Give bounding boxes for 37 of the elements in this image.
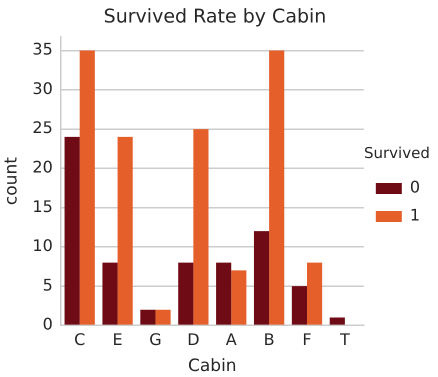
- legend-title: Survived: [364, 144, 430, 162]
- y-tick-label: 10: [32, 236, 53, 256]
- x-tick-label: T: [338, 330, 350, 350]
- bar: [178, 262, 194, 325]
- bar: [102, 262, 118, 325]
- x-tick-label: D: [187, 330, 200, 350]
- bar: [269, 50, 284, 325]
- chart-title: Survived Rate by Cabin: [104, 5, 326, 28]
- x-axis-title: Cabin: [188, 356, 237, 376]
- y-axis-title: count: [2, 156, 22, 206]
- bar: [80, 50, 95, 325]
- bar: [231, 270, 246, 325]
- bar: [193, 129, 208, 325]
- x-tick-label: G: [149, 330, 162, 350]
- y-tick-label: 30: [32, 78, 53, 98]
- x-tick-label: A: [226, 330, 237, 350]
- y-tick-label: 25: [32, 118, 53, 138]
- bar: [292, 286, 307, 325]
- bar: [140, 310, 156, 325]
- bar: [64, 136, 80, 325]
- x-tick-label: C: [74, 330, 86, 350]
- bar: [254, 231, 270, 325]
- bar: [306, 262, 322, 325]
- legend-label: 0: [410, 178, 420, 197]
- bar: [216, 262, 232, 325]
- bar: [118, 136, 133, 325]
- y-tick-label: 20: [32, 157, 53, 176]
- bar: [330, 318, 345, 325]
- y-tick-label: 5: [42, 275, 53, 294]
- y-tick-label: 35: [32, 40, 53, 59]
- x-tick-label: F: [302, 330, 312, 350]
- y-tick-label: 15: [32, 196, 53, 216]
- bar: [155, 310, 171, 325]
- y-tick-label: 0: [42, 314, 53, 334]
- x-tick-label: E: [112, 330, 123, 350]
- x-tick-label: B: [264, 330, 275, 350]
- legend-label: 1: [410, 206, 420, 225]
